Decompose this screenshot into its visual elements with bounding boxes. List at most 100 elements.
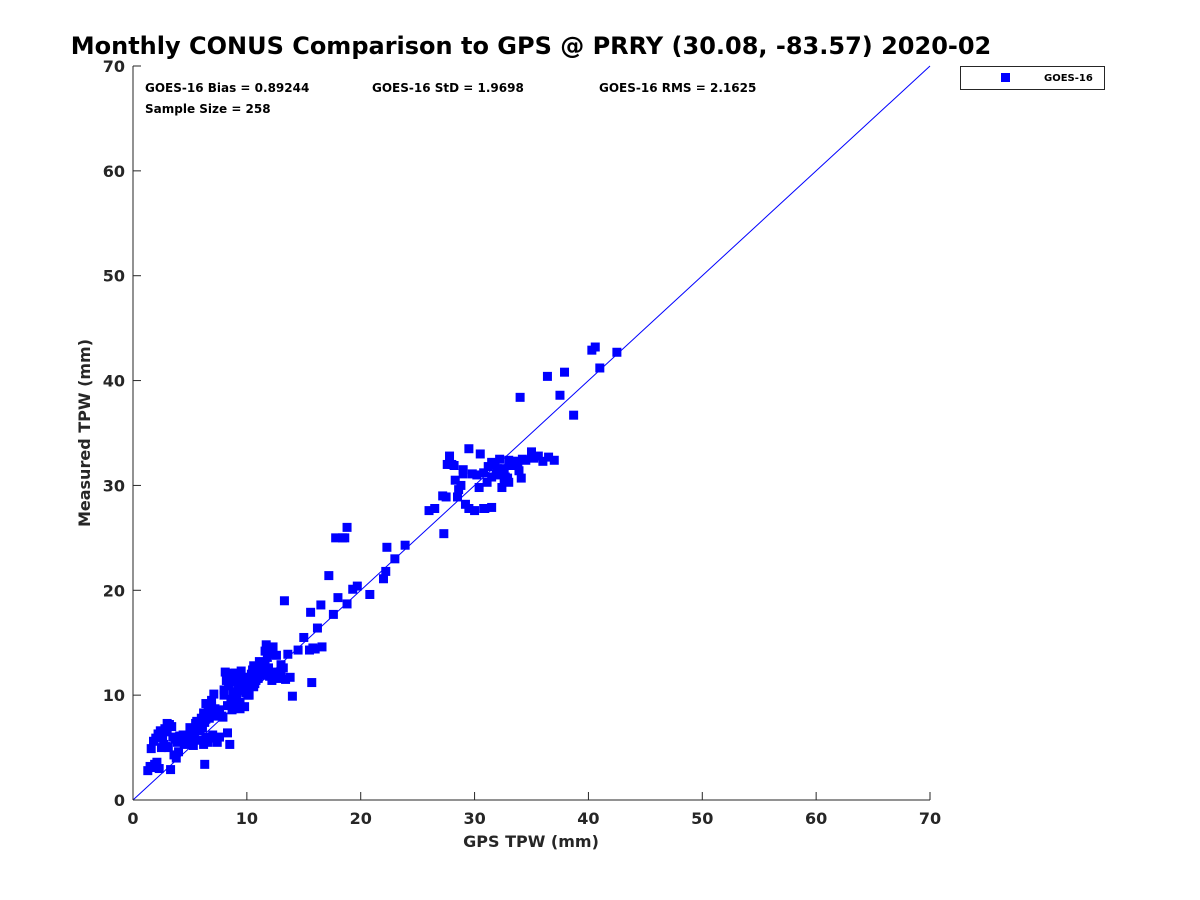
data-point — [515, 392, 525, 402]
data-point — [439, 529, 449, 539]
data-point — [223, 728, 233, 738]
data-point — [269, 667, 279, 677]
data-point — [236, 684, 246, 694]
data-point — [285, 672, 295, 682]
data-point — [261, 640, 271, 650]
data-point — [174, 747, 184, 757]
data-point — [174, 732, 184, 742]
data-point — [226, 694, 236, 704]
data-point — [464, 503, 474, 513]
data-point — [242, 685, 252, 695]
y-axis-ticks: 0 10 20 30 40 50 60 70 — [103, 57, 141, 810]
data-point — [612, 347, 622, 357]
data-point — [447, 459, 457, 469]
data-point — [230, 700, 240, 710]
data-point — [158, 731, 168, 741]
data-point — [248, 665, 258, 675]
y-tick-label: 20 — [103, 581, 125, 600]
data-point — [178, 735, 188, 745]
data-point — [560, 367, 570, 377]
data-point — [171, 753, 181, 763]
y-tick-label: 0 — [114, 791, 125, 810]
data-point — [450, 475, 460, 485]
data-point — [263, 663, 273, 673]
data-point — [276, 660, 286, 670]
data-point — [400, 540, 410, 550]
data-point — [215, 732, 225, 742]
y-tick-label: 30 — [103, 476, 125, 495]
data-point — [279, 596, 289, 606]
data-point — [199, 739, 209, 749]
data-point — [324, 571, 334, 581]
data-point — [595, 363, 605, 373]
data-point — [235, 697, 245, 707]
data-point — [245, 672, 255, 682]
data-point — [480, 503, 490, 513]
data-point — [254, 657, 264, 667]
data-point — [194, 724, 204, 734]
y-axis-label: Measured TPW (mm) — [75, 339, 94, 527]
data-point — [200, 717, 210, 727]
data-point — [268, 642, 278, 652]
data-point — [271, 673, 281, 683]
x-tick-label: 50 — [691, 809, 713, 828]
data-point — [219, 690, 229, 700]
data-point — [228, 687, 238, 697]
data-point — [500, 472, 510, 482]
data-point — [155, 726, 165, 736]
data-point — [514, 466, 524, 476]
x-tick-label: 0 — [127, 809, 138, 828]
data-point — [458, 469, 468, 479]
x-tick-label: 10 — [236, 809, 258, 828]
data-point — [331, 533, 341, 543]
data-point — [185, 723, 195, 733]
data-point — [542, 371, 552, 381]
data-point — [475, 449, 485, 459]
data-point — [218, 712, 228, 722]
data-point — [227, 705, 237, 715]
data-point — [454, 485, 464, 495]
data-point — [249, 682, 259, 692]
data-point — [253, 673, 263, 683]
data-point — [470, 506, 480, 516]
data-point — [365, 589, 375, 599]
data-point — [162, 718, 172, 728]
std-annotation: GOES-16 StD = 1.9698 — [372, 81, 524, 95]
data-point — [146, 744, 156, 754]
data-point — [352, 581, 362, 591]
data-point — [306, 607, 316, 617]
data-point — [452, 492, 462, 502]
data-point — [382, 542, 392, 552]
legend: GOES-16 — [960, 66, 1105, 90]
data-point — [472, 470, 482, 480]
data-point — [207, 702, 217, 712]
y-tick-label: 70 — [103, 57, 125, 76]
data-point — [281, 674, 291, 684]
data-point — [178, 730, 188, 740]
legend-label-goes16: GOES-16 — [1044, 73, 1093, 84]
data-point — [430, 503, 440, 513]
data-point — [378, 574, 388, 584]
data-point — [529, 453, 539, 463]
data-point — [219, 685, 229, 695]
data-point — [244, 678, 254, 688]
series-goes16-points — [143, 342, 622, 776]
data-point — [154, 764, 164, 774]
data-point — [348, 584, 358, 594]
rms-annotation: GOES-16 RMS = 2.1625 — [599, 81, 756, 95]
data-point — [162, 727, 172, 737]
data-point — [549, 455, 559, 465]
data-point — [211, 711, 221, 721]
data-point — [487, 472, 497, 482]
data-point — [521, 455, 531, 465]
y-tick-label: 10 — [103, 686, 125, 705]
data-point — [224, 681, 234, 691]
data-point — [186, 731, 196, 741]
data-point — [544, 452, 554, 462]
data-point — [258, 667, 268, 677]
data-point — [240, 702, 250, 712]
data-point — [569, 410, 579, 420]
y-tick-label: 60 — [103, 162, 125, 181]
data-point — [260, 658, 270, 668]
x-tick-label: 60 — [805, 809, 827, 828]
